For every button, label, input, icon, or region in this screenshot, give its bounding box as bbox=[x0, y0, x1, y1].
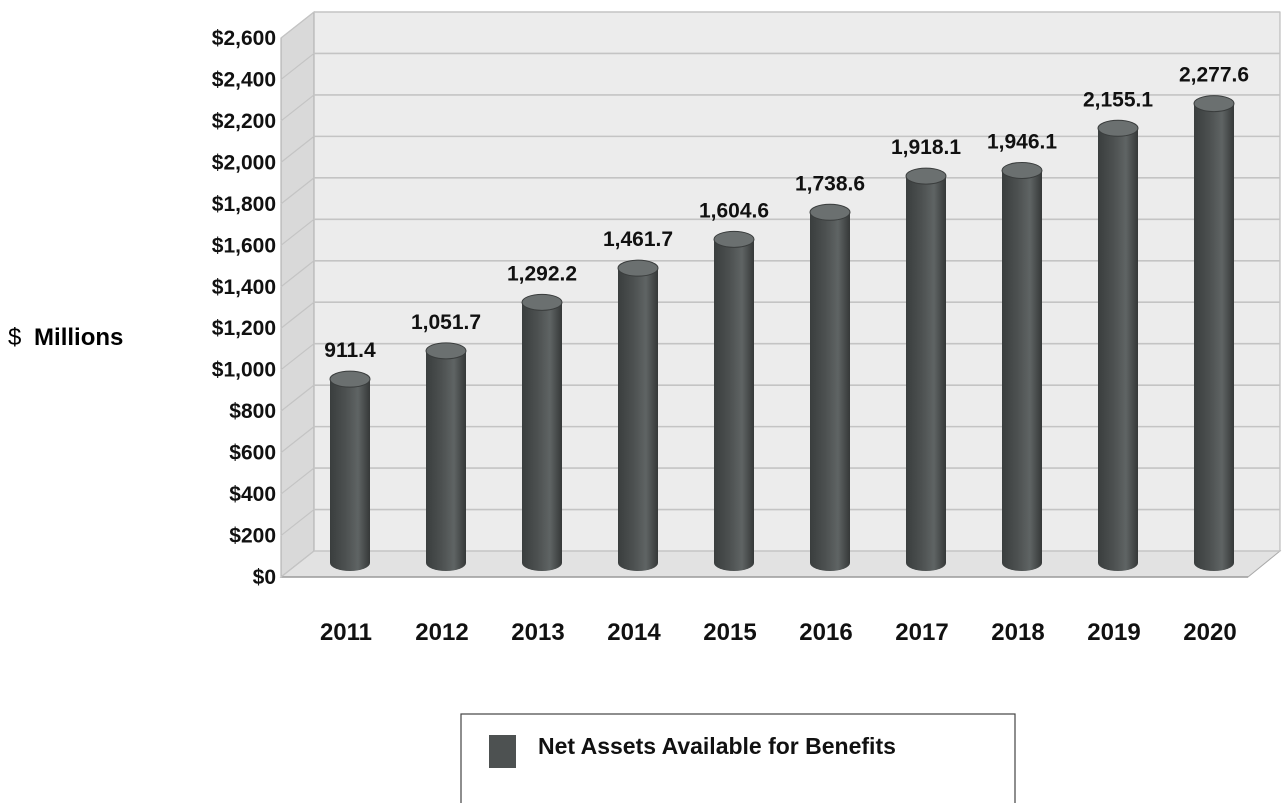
bar bbox=[1193, 95, 1235, 572]
x-tick-label: 2018 bbox=[991, 619, 1044, 646]
side-grid-line bbox=[280, 467, 315, 495]
bar-top bbox=[1097, 119, 1139, 137]
bar bbox=[713, 230, 755, 571]
side-grid-line bbox=[280, 177, 315, 205]
bar bbox=[617, 259, 659, 571]
side-grid-line bbox=[280, 426, 315, 454]
side-grid-line bbox=[280, 301, 315, 329]
bar bbox=[809, 203, 851, 571]
data-label: 1,292.2 bbox=[507, 262, 577, 285]
data-label: 1,946.1 bbox=[987, 130, 1057, 153]
bar-top bbox=[1193, 95, 1235, 113]
bar-body bbox=[810, 212, 850, 571]
y-tick-label: $600 bbox=[229, 442, 276, 465]
side-grid-line bbox=[280, 218, 315, 246]
y-tick-label: $2,400 bbox=[212, 68, 276, 91]
bar-top bbox=[425, 342, 467, 360]
side-grid-line bbox=[280, 343, 315, 371]
y-tick-label: $0 bbox=[253, 566, 276, 589]
side-grid-line bbox=[280, 52, 315, 80]
bar-top bbox=[329, 370, 371, 388]
bar-top bbox=[713, 230, 755, 248]
y-tick-label: $1,600 bbox=[212, 234, 276, 257]
y-tick-label: $1,200 bbox=[212, 317, 276, 340]
x-tick-label: 2017 bbox=[895, 619, 948, 646]
y-tick-label: $400 bbox=[229, 483, 276, 506]
bar-top bbox=[521, 293, 563, 311]
legend-swatch bbox=[489, 735, 516, 768]
data-label: 1,051.7 bbox=[411, 311, 481, 334]
y-tick-label: $2,600 bbox=[212, 27, 276, 50]
side-wall bbox=[280, 10, 315, 579]
data-label: 1,461.7 bbox=[603, 228, 673, 251]
data-label: 1,918.1 bbox=[891, 136, 961, 159]
y-axis-label-main: Millions bbox=[34, 324, 123, 351]
y-axis-ticks: $0 $200 $400 $600 $800 $1,000 $1,200 $1,400 $1,6… bbox=[212, 27, 276, 589]
data-label: 1,738.6 bbox=[795, 172, 865, 195]
x-axis-ticks: 2011 2012 2013 2014 2015 2016 2017 2018 2019 2020 bbox=[320, 619, 1237, 646]
data-label: 2,155.1 bbox=[1083, 88, 1153, 111]
y-tick-label: $2,000 bbox=[212, 151, 276, 174]
data-label: 911.4 bbox=[324, 339, 376, 362]
side-grid-line bbox=[280, 11, 315, 39]
data-labels: 911.4 1,051.7 1,292.2 1,461.7 1,604.6 1,738.6… bbox=[324, 64, 1249, 363]
x-tick-label: 2013 bbox=[511, 619, 564, 646]
bar-top bbox=[617, 259, 659, 277]
x-tick-label: 2011 bbox=[320, 619, 372, 646]
legend: Net Assets Available for Benefits bbox=[460, 713, 1016, 803]
bar bbox=[905, 167, 947, 571]
y-axis-label: $ Millions bbox=[8, 324, 123, 351]
side-grid-line bbox=[280, 260, 315, 288]
side-grid-line bbox=[280, 550, 315, 578]
bar bbox=[329, 370, 371, 571]
bar-body bbox=[1002, 170, 1042, 571]
y-axis-label-prefix: $ bbox=[8, 324, 21, 351]
bar-top bbox=[905, 167, 947, 185]
y-tick-label: $2,200 bbox=[212, 110, 276, 133]
data-label: 2,277.6 bbox=[1179, 64, 1249, 87]
side-grid-line bbox=[280, 384, 315, 412]
x-tick-label: 2012 bbox=[415, 619, 468, 646]
side-grid-line bbox=[280, 509, 315, 537]
bar-body bbox=[1194, 103, 1234, 572]
bar-body bbox=[522, 302, 562, 571]
bar bbox=[1097, 119, 1139, 571]
bar-body bbox=[618, 268, 658, 571]
bar-body bbox=[1098, 128, 1138, 571]
bar-top bbox=[1001, 161, 1043, 179]
side-grid-line bbox=[280, 94, 315, 122]
bar-body bbox=[906, 176, 946, 571]
side-grid-line bbox=[280, 135, 315, 163]
bar bbox=[1001, 161, 1043, 571]
bar-body bbox=[330, 379, 370, 571]
bar-body bbox=[714, 239, 754, 571]
bar-top bbox=[809, 203, 851, 221]
x-tick-label: 2019 bbox=[1087, 619, 1140, 646]
bar bbox=[521, 293, 563, 571]
bar bbox=[425, 342, 467, 571]
data-label: 1,604.6 bbox=[699, 199, 769, 222]
x-tick-label: 2020 bbox=[1183, 619, 1236, 646]
y-tick-label: $1,000 bbox=[212, 359, 276, 382]
x-tick-label: 2015 bbox=[703, 619, 756, 646]
y-tick-label: $800 bbox=[229, 400, 276, 423]
bars bbox=[329, 95, 1235, 572]
y-tick-label: $200 bbox=[229, 525, 276, 548]
x-tick-label: 2014 bbox=[607, 619, 661, 646]
x-tick-label: 2016 bbox=[799, 619, 852, 646]
bar-body bbox=[426, 350, 466, 571]
y-tick-label: $1,400 bbox=[212, 276, 276, 299]
legend-label: Net Assets Available for Benefits bbox=[538, 733, 896, 759]
legend-box bbox=[460, 713, 1016, 803]
y-tick-label: $1,800 bbox=[212, 193, 276, 216]
